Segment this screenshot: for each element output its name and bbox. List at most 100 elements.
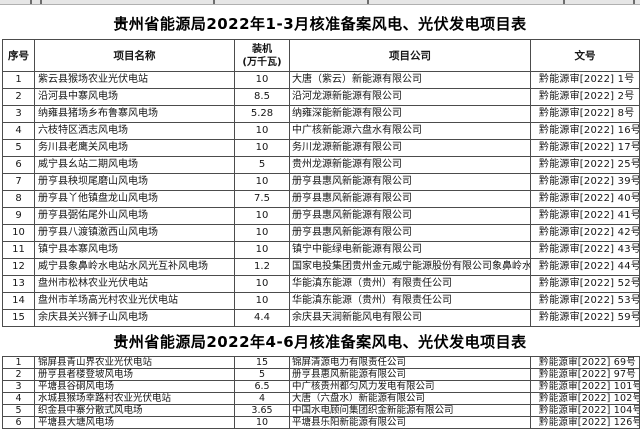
cell-company: 务川龙源新能源有限公司 [289,139,531,157]
cell-company: 沿河龙源新能源有限公司 [289,88,531,106]
cell-company: 锦屏清源电力有限责任公司 [289,356,531,369]
cell-company: 华能滇东能源（贵州）有限责任公司 [289,275,531,293]
table-row: 5 织金县中寨分散式风电场 3.65 中国水电顾问集团织金新能源有限公司 黔能源审[20… [2,404,640,417]
cell-company: 国家电投集团贵州金元威宁能源股份有限公司象鼻岭水电站 [289,258,531,276]
table-row: 5 务川县老鹰关风电场 10 务川龙源新能源有限公司 黔能源审[2022] 17号 [2,139,640,157]
cell-doc: 黔能源审[2022] 102号 [530,392,640,405]
cell-company: 册亨县惠风新能源有限公司 [289,190,531,208]
cell-name: 余庆县关兴狮子山风电场 [34,309,235,327]
cell-company: 册亨县惠风新能源有限公司 [289,224,531,242]
cell-cap: 10 [234,275,290,293]
cell-name: 平塘县大塘风电场 [34,416,235,429]
cell-border-tick [633,0,635,4]
cell-cap: 10 [234,139,290,157]
table-row: 1 锦屏县青山界农业光伏电站 15 锦屏清源电力有限责任公司 黔能源审[2022] 69… [2,356,640,369]
cell-cap: 10 [234,292,290,310]
cell-no: 15 [2,309,35,327]
cell-name: 册亨县弼佑尾外山风电场 [34,207,235,225]
cell-company: 纳雍深能新能源有限公司 [289,105,531,123]
cell-company: 大唐（六盘水）新能源有限公司 [289,392,531,405]
cell-cap: 5 [234,368,290,381]
cell-cap: 7.5 [234,190,290,208]
table-row: 4 水城县猴场幸路村农业光伏电站 4 大唐（六盘水）新能源有限公司 黔能源审[2022]… [2,392,640,405]
cell-no: 8 [2,190,35,208]
cell-company: 册亨县惠风新能源有限公司 [289,207,531,225]
cell-cap: 5 [234,156,290,174]
cell-name: 沿河县中寨风电场 [34,88,235,106]
table-row: 3 平塘县谷硐风电场 6.5 中广核贵州都匀风力发电有限公司 黔能源审[2022] 10… [2,380,640,393]
table-row: 2 册亨县者楼登坡风电场 5 册亨县惠风新能源有限公司 黔能源审[2022] 97号 [2,368,640,381]
cell-doc: 黔能源审[2022] 17号 [530,139,640,157]
table-row: 7 册亨县秧坝尾磨山风电场 10 册亨县惠风新能源有限公司 黔能源审[2022] 39号 [2,173,640,191]
cell-cap: 5.28 [234,105,290,123]
cell-cap: 3.65 [234,404,290,417]
cell-name: 平塘县谷硐风电场 [34,380,235,393]
cell-doc: 黔能源审[2022] 53号 [530,292,640,310]
cell-name: 六枝特区洒志风电场 [34,122,235,140]
cell-doc: 黔能源审[2022] 2号 [530,88,640,106]
cell-doc: 黔能源审[2022] 69号 [530,356,640,369]
cell-border-tick [563,0,565,4]
cell-no: 14 [2,292,35,310]
cell-border-tick [367,0,369,4]
cell-no: 6 [2,416,35,429]
cell-doc: 黔能源审[2022] 97号 [530,368,640,381]
cell-company: 平塘县乐阳新能源有限公司 [289,416,531,429]
header-doc: 文号 [530,39,640,72]
cell-doc: 黔能源审[2022] 42号 [530,224,640,242]
cell-name: 册亨县秧坝尾磨山风电场 [34,173,235,191]
cell-no: 9 [2,207,35,225]
cell-company: 中国水电顾问集团织金新能源有限公司 [289,404,531,417]
table-row: 1 紫云县猴场农业光伏电站 10 大唐（紫云）新能源有限公司 黔能源审[2022] 1号 [2,71,640,89]
cell-name: 册亨县者楼登坡风电场 [34,368,235,381]
cell-name: 威宁县象鼻岭水电站水风光互补风电场 [34,258,235,276]
header-capacity-line2: (万千瓦) [242,56,282,68]
cell-doc: 黔能源审[2022] 126号 [530,416,640,429]
table-row: 3 纳雍县猪场乡布鲁寨风电场 5.28 纳雍深能新能源有限公司 黔能源审[2022] 8… [2,105,640,123]
table-row: 14 盘州市羊场高光村农业光伏电站 10 华能滇东能源（贵州）有限责任公司 黔能源审[2… [2,292,640,310]
cell-no: 10 [2,224,35,242]
cell-company: 册亨县惠风新能源有限公司 [289,173,531,191]
cell-cap: 10 [234,241,290,259]
cell-name: 册亨县八渡镇激西山风电场 [34,224,235,242]
cell-cap: 10 [234,173,290,191]
table-row: 6 威宁县幺站二期风电场 5 贵州龙源新能源有限公司 黔能源审[2022] 25号 [2,156,640,174]
cell-border-tick [213,0,215,4]
cell-name: 盘州市松林农业光伏电站 [34,275,235,293]
cell-no: 13 [2,275,35,293]
cell-border-tick [40,0,42,4]
cell-no: 4 [2,122,35,140]
table-row: 13 盘州市松林农业光伏电站 10 华能滇东能源（贵州）有限责任公司 黔能源审[2022… [2,275,640,293]
cell-company: 大唐（紫云）新能源有限公司 [289,71,531,89]
cell-doc: 黔能源审[2022] 16号 [530,122,640,140]
cell-cap: 4.4 [234,309,290,327]
cell-company: 中广核新能源六盘水有限公司 [289,122,531,140]
cell-no: 4 [2,392,35,405]
cell-no: 11 [2,241,35,259]
cell-no: 5 [2,404,35,417]
cell-name: 织金县中寨分散式风电场 [34,404,235,417]
cell-doc: 黔能源审[2022] 25号 [530,156,640,174]
cell-doc: 黔能源审[2022] 59号 [530,309,640,327]
cell-no: 5 [2,139,35,157]
cell-name: 威宁县幺站二期风电场 [34,156,235,174]
cell-border-tick [30,0,32,4]
cell-company: 余庆县天润新能风电有限公司 [289,309,531,327]
table-row: 15 余庆县关兴狮子山风电场 4.4 余庆县天润新能风电有限公司 黔能源审[2022] … [2,309,640,327]
table-row: 2 沿河县中寨风电场 8.5 沿河龙源新能源有限公司 黔能源审[2022] 2号 [2,88,640,106]
cell-doc: 黔能源审[2022] 52号 [530,275,640,293]
table-row: 4 六枝特区洒志风电场 10 中广核新能源六盘水有限公司 黔能源审[2022] 16号 [2,122,640,140]
cell-cap: 8.5 [234,88,290,106]
table1-title: 贵州省能源局2022年1-3月核准备案风电、光伏发电项目表 [113,15,527,33]
cell-no: 1 [2,71,35,89]
cell-doc: 黔能源审[2022] 104号 [530,404,640,417]
header-name: 项目名称 [34,39,235,72]
cell-cap: 4 [234,392,290,405]
cell-no: 3 [2,380,35,393]
cell-doc: 黔能源审[2022] 44号 [530,258,640,276]
cell-no: 1 [2,356,35,369]
table-row: 8 册亨县丫他镇盘龙山风电场 7.5 册亨县惠风新能源有限公司 黔能源审[2022] 4… [2,190,640,208]
cutoff-previous-row [0,0,640,5]
cell-no: 7 [2,173,35,191]
cell-cap: 6.5 [234,380,290,393]
